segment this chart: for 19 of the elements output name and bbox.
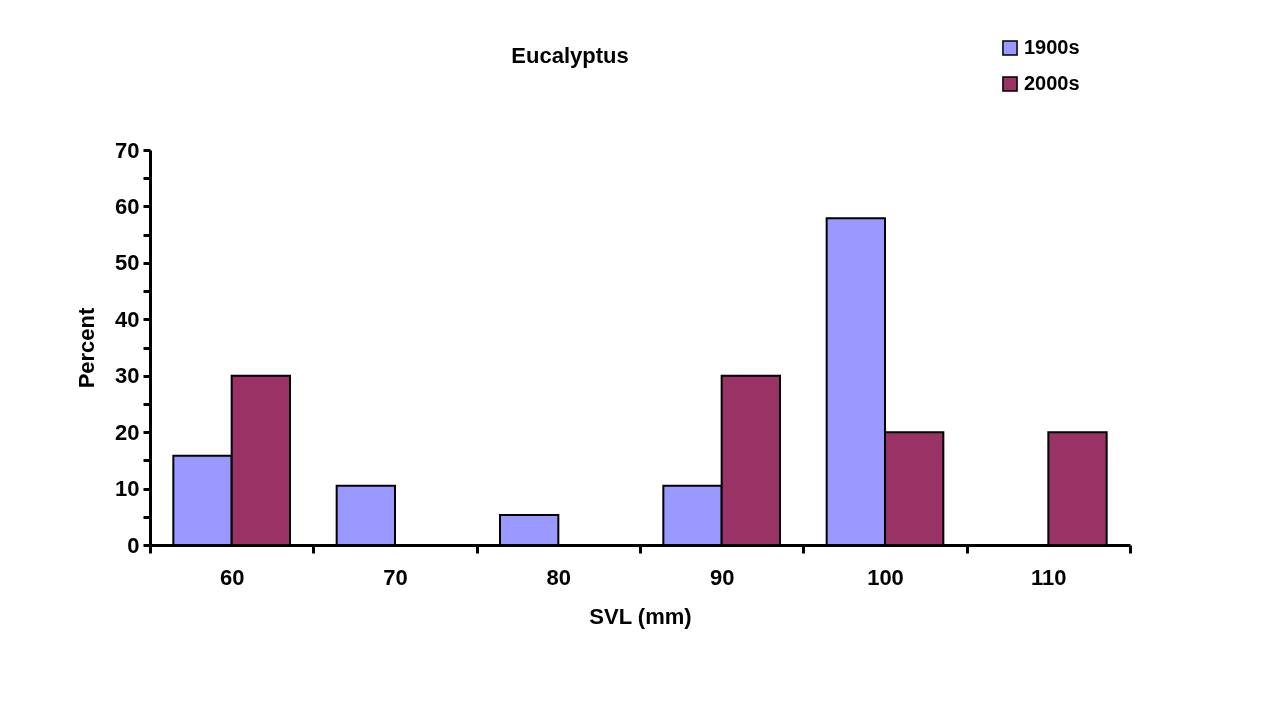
x-tick-label: 60: [219, 564, 245, 590]
y-tick-label: 50: [115, 250, 140, 276]
y-tick-label: 20: [115, 419, 140, 445]
y-tick-label: 30: [115, 363, 140, 389]
x-tick-label: 110: [1031, 564, 1067, 590]
chart-title: Eucalyptus: [511, 43, 629, 68]
x-tick-label: 90: [709, 564, 735, 590]
x-tick-label: 80: [546, 564, 572, 590]
y-tick-label: 40: [115, 306, 140, 332]
y-tick-label: 60: [115, 193, 140, 219]
y-tick-label: 10: [115, 476, 140, 502]
y-tick-label: 0: [127, 532, 140, 558]
y-tick-label: 70: [115, 137, 140, 163]
legend-label: 1900s: [1024, 36, 1080, 58]
x-tick-label: 100: [867, 564, 904, 590]
legend-label: 2000s: [1024, 72, 1080, 94]
y-axis-title: Percent: [74, 306, 100, 389]
x-tick-label: 70: [383, 564, 408, 590]
x-axis-title: SVL (mm): [589, 603, 692, 629]
